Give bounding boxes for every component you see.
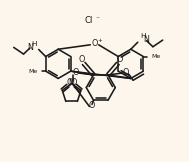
- Text: Cl: Cl: [85, 16, 93, 24]
- Text: O: O: [117, 55, 123, 64]
- Text: O: O: [72, 68, 79, 77]
- Text: Me: Me: [29, 69, 38, 74]
- Text: ⁻: ⁻: [95, 15, 99, 23]
- Text: N: N: [69, 79, 74, 88]
- Text: O: O: [88, 101, 94, 110]
- Text: O: O: [70, 78, 77, 87]
- Text: N: N: [143, 35, 149, 44]
- Text: H: H: [31, 41, 36, 47]
- Text: O: O: [78, 55, 85, 64]
- Text: H: H: [140, 34, 146, 40]
- Text: N: N: [28, 42, 33, 52]
- Text: Me: Me: [151, 54, 160, 59]
- Text: +: +: [97, 38, 102, 43]
- Text: O: O: [123, 68, 129, 77]
- Text: O: O: [66, 78, 73, 87]
- Text: O: O: [91, 39, 98, 48]
